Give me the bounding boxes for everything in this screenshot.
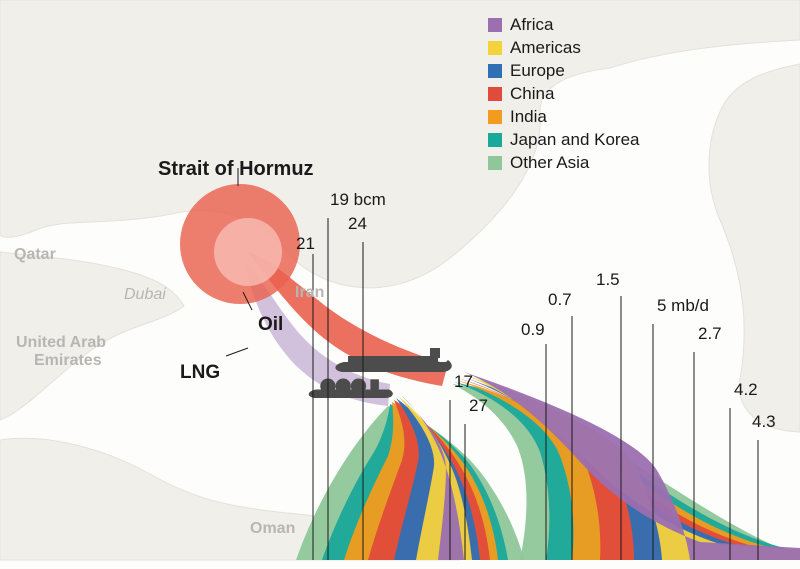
legend-label: Africa [510, 14, 553, 37]
legend-item: Africa [488, 14, 640, 37]
country-label: Qatar [14, 246, 56, 264]
legend-swatch [488, 18, 502, 32]
map-svg [0, 0, 800, 569]
country-label: Emirates [34, 352, 102, 370]
legend-swatch [488, 133, 502, 147]
lng-value: 21 [296, 234, 315, 254]
city-label: Dubai [124, 286, 166, 304]
lng-value: 17 [454, 372, 473, 392]
oil-value: 1.5 [596, 270, 620, 290]
legend-item: India [488, 106, 640, 129]
legend-item: China [488, 83, 640, 106]
legend-label: Other Asia [510, 152, 589, 175]
legend-label: Europe [510, 60, 565, 83]
lng-value: 19 bcm [330, 190, 386, 210]
legend-item: Japan and Korea [488, 129, 640, 152]
stream-label: LNG [180, 362, 220, 384]
legend-label: India [510, 106, 547, 129]
oil-value: 4.2 [734, 380, 758, 400]
oil-value: 4.3 [752, 412, 776, 432]
legend-label: China [510, 83, 554, 106]
lng-value: 24 [348, 214, 367, 234]
legend: AfricaAmericasEuropeChinaIndiaJapan and … [488, 14, 640, 175]
legend-swatch [488, 110, 502, 124]
country-label: Iran [295, 284, 324, 302]
oil-value: 0.9 [521, 320, 545, 340]
legend-label: Americas [510, 37, 581, 60]
oil-value: 2.7 [698, 324, 722, 344]
chart-title: Strait of Hormuz [158, 158, 314, 181]
legend-swatch [488, 87, 502, 101]
legend-swatch [488, 41, 502, 55]
legend-item: Europe [488, 60, 640, 83]
legend-swatch [488, 64, 502, 78]
country-label: Oman [250, 520, 295, 538]
lng-value: 27 [469, 396, 488, 416]
oil-value: 0.7 [548, 290, 572, 310]
legend-item: Americas [488, 37, 640, 60]
legend-label: Japan and Korea [510, 129, 640, 152]
legend-swatch [488, 156, 502, 170]
country-label: United Arab [16, 334, 106, 352]
legend-item: Other Asia [488, 152, 640, 175]
oil-value: 5 mb/d [657, 296, 709, 316]
stream-label: Oil [258, 314, 283, 336]
